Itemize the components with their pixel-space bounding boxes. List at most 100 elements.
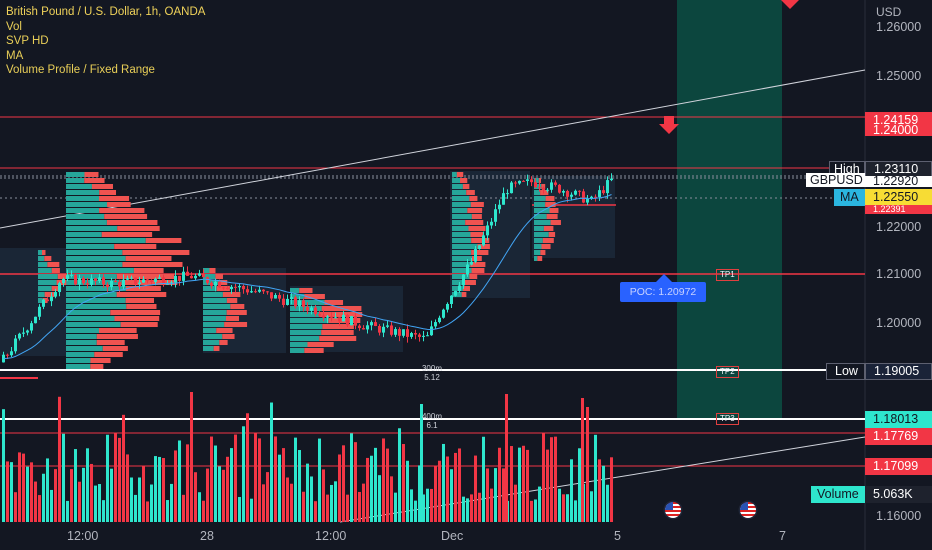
candle-body [226, 287, 229, 290]
candle-body [90, 278, 93, 285]
poc-label[interactable]: POC: 1.20972 [620, 282, 706, 302]
profile-bar-down [47, 262, 60, 267]
volume-bar [102, 500, 105, 522]
price-tag-117769[interactable]: 1.17769 [865, 428, 932, 445]
volume-label[interactable]: Volume [811, 486, 865, 503]
profile-bar-down [117, 226, 160, 231]
candle-body [50, 296, 53, 302]
candle-body [102, 277, 105, 285]
profile-bar-down [122, 262, 183, 267]
volume-bar [162, 458, 165, 522]
profile-bar-up [452, 220, 466, 225]
symbol-price-value[interactable]: 1.22920 [865, 176, 932, 187]
candle-body [198, 273, 201, 276]
profile-bar-up [290, 336, 320, 341]
candle-body [230, 286, 233, 290]
indicator-volume-profile[interactable]: Volume Profile / Fixed Range [6, 64, 155, 77]
profile-bar-up [66, 256, 126, 261]
candle-body [602, 190, 605, 194]
us-flag-event-icon[interactable] [665, 502, 681, 518]
candle-body [438, 317, 441, 323]
volume-bar [210, 436, 213, 522]
candle-body [478, 245, 481, 250]
candle-body [82, 278, 85, 284]
ma-value[interactable]: 1.22550 [865, 189, 932, 206]
profile-bar-down [106, 220, 158, 225]
volume-bar [14, 492, 17, 522]
tp3-label[interactable]: TP3 [716, 413, 739, 425]
tp2-label[interactable]: TP2 [716, 366, 739, 378]
candle-body [246, 289, 249, 293]
profile-bar-up [290, 342, 308, 347]
ma-label[interactable]: MA [834, 189, 865, 206]
profile-bar-up [66, 328, 100, 333]
candle-body [362, 328, 365, 330]
profile-bar-down [545, 196, 555, 201]
volume-bar [234, 434, 237, 522]
candle-body [118, 281, 121, 287]
low-value[interactable]: 1.19005 [865, 363, 932, 380]
volume-bar [286, 477, 289, 522]
currency-label[interactable]: USD [876, 5, 902, 19]
candle-body [554, 182, 557, 185]
volume-value[interactable]: 5.063K [865, 486, 932, 503]
indicator-ma[interactable]: MA [6, 49, 24, 62]
volume-bar [202, 500, 205, 522]
candle-body [494, 209, 497, 222]
volume-bar [522, 445, 525, 522]
price-tag-117099[interactable]: 1.17099 [865, 458, 932, 475]
volume-bar [494, 468, 497, 522]
profile-bar-up [203, 328, 217, 333]
profile-bar-down [125, 286, 161, 291]
profile-bar-down [222, 334, 235, 339]
profile-bar-down [41, 250, 46, 255]
profile-bar-up [290, 324, 323, 329]
indicator-vol[interactable]: Vol [6, 20, 22, 33]
volume-bar [470, 494, 473, 522]
low-label[interactable]: Low [826, 363, 865, 380]
volume-bar [410, 489, 413, 522]
volume-bar [282, 448, 285, 522]
candle-body [506, 193, 509, 195]
profile-bar-down [102, 346, 128, 351]
profile-bar-up [452, 226, 469, 231]
candle-body [282, 298, 285, 305]
price-tag-118013[interactable]: 1.18013 [865, 411, 932, 428]
profile-bar-up [534, 226, 544, 231]
symbol-title[interactable]: British Pound / U.S. Dollar, 1h, OANDA [6, 6, 206, 18]
profile-bar-down [463, 286, 471, 291]
profile-bar-up [452, 178, 461, 183]
volume-bar [230, 448, 233, 522]
volume-bar [178, 440, 181, 522]
time-label: 12:00 [315, 529, 347, 543]
volume-bar [246, 413, 249, 522]
volume-bar [318, 438, 321, 522]
profile-bar-down [126, 304, 157, 309]
us-flag-event-icon[interactable] [740, 502, 756, 518]
profile-bar-up [452, 184, 463, 189]
profile-bar-down [469, 196, 478, 201]
volume-bar [154, 456, 157, 522]
candle-body [110, 280, 113, 288]
profile-bar-up [66, 334, 97, 339]
symbol-price-label[interactable]: GBPUSD [806, 173, 865, 187]
candle-body [74, 274, 77, 285]
indicator-svp-hd[interactable]: SVP HD [6, 35, 49, 48]
profile-bar-up [66, 214, 105, 219]
candle-body [318, 314, 321, 316]
candle-body [358, 325, 361, 329]
volume-bar [370, 455, 373, 522]
profile-bar-up [66, 346, 103, 351]
volume-bar [326, 494, 329, 522]
candle-body [558, 184, 561, 193]
candle-body [502, 193, 505, 205]
volume-bar [450, 469, 453, 522]
tp1-label[interactable]: TP1 [716, 269, 739, 281]
profile-bar-up [66, 202, 108, 207]
volume-bar [302, 491, 305, 522]
candle-body [250, 291, 253, 293]
time-label: 7 [779, 529, 786, 543]
volume-bar [430, 488, 433, 522]
volume-bar [138, 477, 141, 522]
